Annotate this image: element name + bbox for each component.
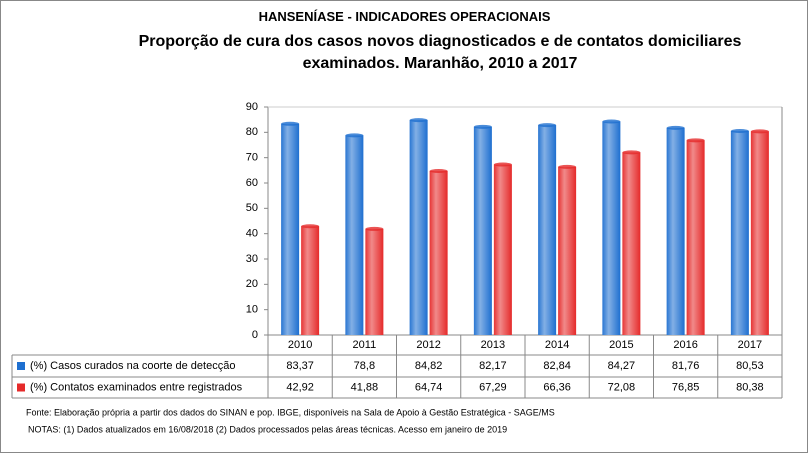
data-label: 64,74 — [415, 381, 443, 393]
bar-cap — [473, 124, 492, 129]
data-label: 81,76 — [672, 360, 700, 372]
chart-title: HANSENÍASE - INDICADORES OPERACIONAIS — [258, 9, 551, 24]
bar-cap — [666, 125, 685, 130]
bar-cap — [538, 123, 557, 128]
source: Fonte: Elaboração própria a partir dos d… — [26, 407, 555, 417]
bar-cap — [622, 150, 641, 155]
data-label: 82,17 — [479, 360, 507, 372]
data-label: 82,84 — [543, 360, 571, 372]
bar-shine — [365, 228, 384, 335]
x-tick-label: 2010 — [288, 339, 312, 351]
data-label: 84,82 — [415, 360, 443, 372]
bar-shine — [429, 170, 448, 335]
bar-cap — [493, 162, 512, 167]
data-label: 66,36 — [543, 381, 571, 393]
legend-label: (%) Contatos examinados entre registrado… — [30, 381, 243, 393]
x-tick-label: 2014 — [545, 339, 569, 351]
data-label: 42,92 — [286, 381, 314, 393]
bar-shine — [622, 152, 641, 335]
x-tick-label: 2016 — [673, 339, 697, 351]
bar-cap — [429, 168, 448, 173]
y-tick-label: 80 — [246, 126, 258, 138]
y-tick-label: 70 — [246, 152, 258, 164]
data-label: 41,88 — [351, 381, 379, 393]
chart-subtitle: Proporção de cura dos casos novos diagno… — [138, 33, 742, 72]
x-tick-label: 2017 — [738, 339, 762, 351]
bar-cap — [301, 224, 320, 229]
x-tick-label: 2015 — [609, 339, 633, 351]
bar-cap — [558, 164, 577, 169]
bar-cap — [409, 118, 428, 123]
bar-shine — [602, 121, 621, 336]
data-label: 83,37 — [286, 360, 314, 372]
legend-swatch — [17, 383, 25, 392]
data-label: 76,85 — [672, 381, 700, 393]
y-tick-label: 40 — [246, 228, 258, 240]
legend-swatch — [17, 362, 25, 370]
y-tick-label: 20 — [246, 278, 258, 290]
data-label: 72,08 — [608, 381, 636, 393]
bar-shine — [281, 123, 300, 336]
y-tick-label: 50 — [246, 202, 258, 214]
data-label: 78,8 — [354, 360, 375, 372]
x-tick-label: 2013 — [481, 339, 505, 351]
bar-cap — [730, 128, 749, 133]
bar-shine — [301, 226, 320, 335]
bar-cap — [345, 133, 364, 138]
y-tick-label: 0 — [252, 329, 258, 341]
bar-shine — [666, 127, 685, 335]
bar-shine — [730, 130, 749, 335]
bar-cap — [750, 129, 769, 134]
bar-shine — [493, 164, 512, 335]
y-tick-label: 90 — [246, 101, 258, 113]
data-label: 80,38 — [736, 381, 764, 393]
bar-shine — [558, 166, 577, 335]
notes: NOTAS: (1) Dados atualizados em 16/08/20… — [28, 424, 507, 434]
legend-label: (%) Casos curados na coorte de detecção — [30, 360, 235, 372]
bar-shine — [750, 131, 769, 335]
y-tick-label: 60 — [246, 177, 258, 189]
bar-cap — [686, 138, 705, 143]
bar-shine — [409, 120, 428, 335]
bar-shine — [345, 135, 364, 335]
bar-cap — [602, 119, 621, 124]
data-label: 84,27 — [608, 360, 636, 372]
y-tick-label: 30 — [246, 253, 258, 265]
x-tick-label: 2012 — [416, 339, 440, 351]
bar-shine — [538, 125, 557, 335]
bar-cap — [281, 121, 300, 126]
x-tick-label: 2011 — [353, 339, 377, 351]
data-label: 67,29 — [479, 381, 507, 393]
bar-shine — [473, 126, 492, 335]
bar-cap — [365, 226, 384, 231]
data-label: 80,53 — [736, 360, 764, 372]
y-tick-label: 10 — [246, 304, 258, 316]
bar-shine — [686, 140, 705, 335]
